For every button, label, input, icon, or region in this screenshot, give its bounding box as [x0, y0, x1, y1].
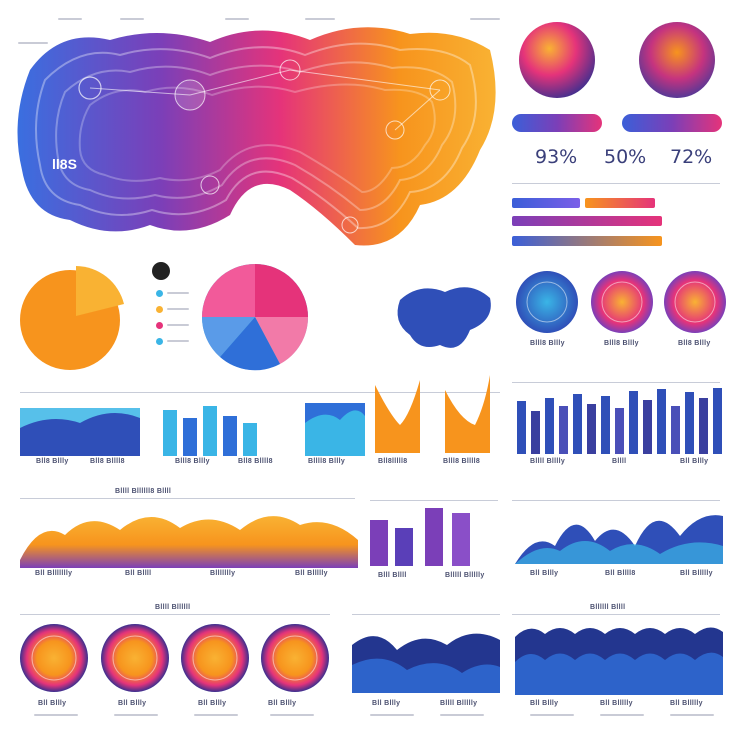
wave-right-caption-3: Bll Bllllly	[680, 570, 713, 577]
area-chart-2	[305, 403, 365, 456]
percentage-1: 93%	[535, 146, 578, 168]
wave-chart-right-bottom	[515, 627, 723, 695]
wave-left-caption-4: Bll Bllllly	[295, 570, 328, 577]
header-text-line	[305, 18, 335, 20]
ring-caption-3: Bll8 Bllly	[678, 340, 711, 347]
bars-mid-caption-2: Blllll Bllllly	[445, 572, 485, 579]
divider-line	[370, 500, 498, 501]
divider-line	[20, 498, 355, 499]
topographic-map	[17, 27, 496, 246]
section-heading-3: Bllllll Bllll	[590, 604, 626, 611]
wave-chart-mid	[352, 633, 500, 693]
legend-dot	[156, 338, 163, 345]
body-text-line	[270, 714, 314, 716]
ring-row2-caption-3: Bll Bllly	[198, 700, 227, 707]
wave-chart-warm	[20, 516, 358, 568]
wave-right-caption-2: Bll Bllll8	[605, 570, 636, 577]
bar-caption-1: Bll8 Bllly	[36, 458, 69, 465]
topographic-map-panel: ll8S	[0, 0, 510, 270]
mini-map	[397, 287, 491, 348]
header-text-line	[120, 18, 144, 20]
progress-bar-1	[512, 198, 580, 208]
map-label-left: ll8S	[52, 156, 77, 172]
bar-caption-3: Blll8 Bllly	[175, 458, 210, 465]
divider-line	[20, 392, 500, 393]
globe-legend-left	[512, 114, 602, 132]
globe-right	[639, 22, 715, 98]
ring-caption-2: Blll8 Bllly	[604, 340, 639, 347]
progress-bar-4	[512, 236, 662, 246]
wave-right-3-caption-1: Bll Bllly	[530, 700, 559, 707]
wave-right-3-caption-3: Bll Bllllly	[670, 700, 703, 707]
wave-mid-caption-2: Bllll Bllllly	[440, 700, 478, 707]
body-text-line	[530, 714, 574, 716]
legend-dot	[156, 306, 163, 313]
bar-caption-2: Bll8 Bllll8	[90, 458, 125, 465]
bar-caption-4: Bll8 Bllll8	[238, 458, 273, 465]
header-text-line	[470, 18, 500, 20]
section-heading-2: Bllll Bllllll	[155, 604, 191, 611]
divider-line	[512, 382, 720, 383]
bar-caption-5: Bllll8 Bllly	[308, 458, 346, 465]
area-chart-orange	[375, 375, 490, 453]
legend-text-line	[167, 308, 189, 310]
bars-right-caption-3: Bll Bllly	[680, 458, 709, 465]
legend-text-line	[167, 340, 189, 342]
ring-row2-caption-1: Bll Bllly	[38, 700, 67, 707]
legend-dot	[156, 322, 163, 329]
globes	[519, 22, 715, 98]
legend-dot	[156, 290, 163, 297]
ring-row2-caption-2: Bll Bllly	[118, 700, 147, 707]
progress-bar-2	[585, 198, 655, 208]
bar-chart-right-1	[517, 388, 722, 454]
area-chart-1	[20, 408, 140, 456]
legend-text-line	[167, 292, 189, 294]
bar-caption-7: Blll8 Bllll8	[443, 458, 481, 465]
section-heading-1: Bllll Bllllll8 Bllll	[115, 488, 172, 495]
bars-mid-caption-1: Blll Bllll	[378, 572, 407, 579]
body-text-line	[600, 714, 644, 716]
bar-chart-1	[163, 406, 257, 456]
globe-left	[519, 22, 595, 98]
body-text-line	[670, 714, 714, 716]
ring-row2-caption-4: Bll Bllly	[268, 700, 297, 707]
divider-line	[512, 500, 720, 501]
pie-center-badge	[152, 262, 170, 280]
divider-line	[512, 183, 720, 184]
body-text-line	[440, 714, 484, 716]
body-text-line	[34, 714, 78, 716]
wave-right-3-caption-2: Bll Bllllly	[600, 700, 633, 707]
percentage-3: 72%	[670, 146, 713, 168]
ring-caption-1: Blll8 Bllly	[530, 340, 565, 347]
legend-text-line	[167, 324, 189, 326]
header-text-line	[18, 42, 48, 44]
ring-charts-row-1	[516, 271, 726, 333]
ring-charts-row-2	[20, 624, 329, 692]
wave-left-caption-2: Bll Bllll	[125, 570, 152, 577]
percentage-2: 50%	[604, 146, 647, 168]
bar-caption-6: Bll8lllll8	[378, 458, 408, 465]
divider-line	[20, 614, 330, 615]
progress-bar-3	[512, 216, 662, 226]
wave-right-caption-1: Bll Bllly	[530, 570, 559, 577]
divider-line	[512, 614, 720, 615]
bars-right-caption-2: Bllll	[612, 458, 627, 465]
globe-legend-right	[622, 114, 722, 132]
pie-chart-segmented	[201, 264, 309, 371]
bar-chart-purple	[370, 508, 470, 566]
wave-mid-caption-1: Bll Bllly	[372, 700, 401, 707]
header-text-line	[225, 18, 249, 20]
body-text-line	[370, 714, 414, 716]
body-text-line	[194, 714, 238, 716]
wave-chart-blue	[515, 515, 723, 564]
wave-left-caption-1: Bll Bllllllly	[35, 570, 73, 577]
body-text-line	[114, 714, 158, 716]
header-text-line	[58, 18, 82, 20]
pie-chart-orange	[20, 266, 124, 370]
divider-line	[352, 614, 500, 615]
wave-left-caption-3: Bllllllly	[210, 570, 236, 577]
bars-right-caption-1: Bllll Blllly	[530, 458, 566, 465]
